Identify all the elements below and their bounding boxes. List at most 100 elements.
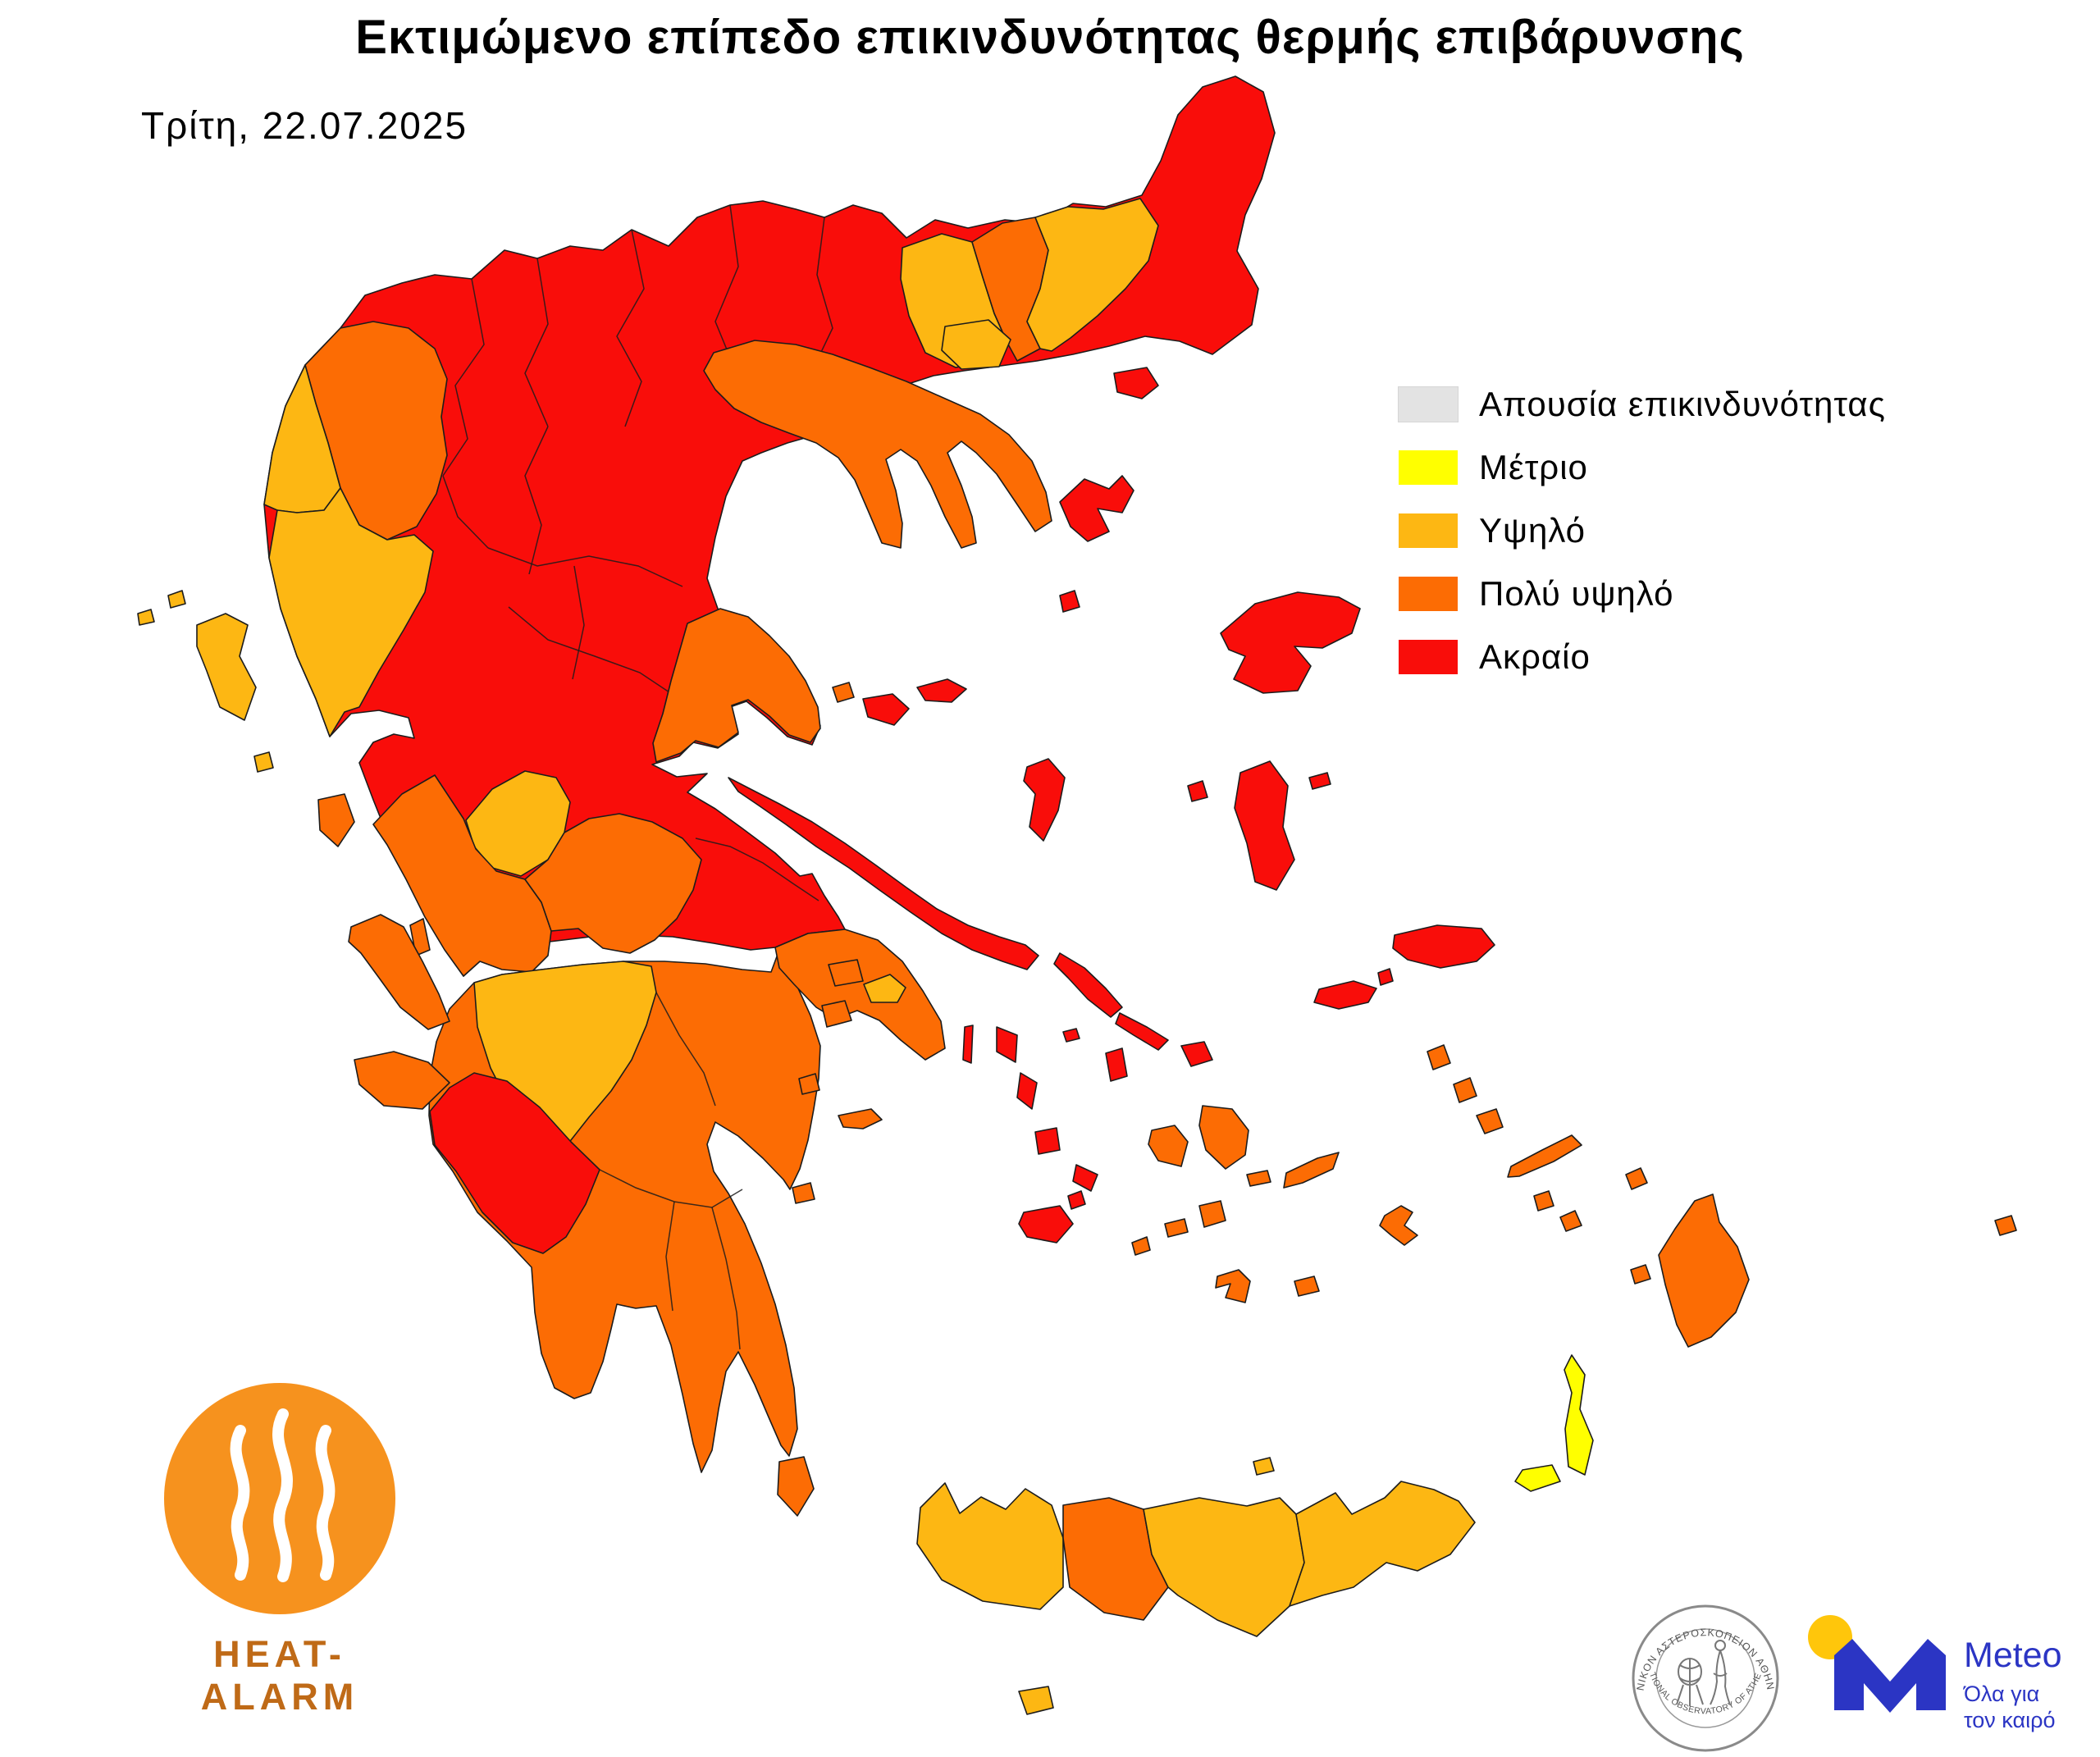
region-small-cyclades	[1246, 1170, 1271, 1187]
meteo-m-icon	[1834, 1639, 1946, 1713]
region-sifnos	[1072, 1164, 1098, 1192]
region-limnos	[1059, 475, 1134, 542]
legend-item-high: Υψηλό	[1399, 511, 1886, 550]
region-paxoi	[253, 751, 274, 773]
meteo-tagline-line2: τον καιρό	[1964, 1708, 2055, 1732]
legend-swatch-none	[1398, 386, 1459, 422]
region-symi	[1625, 1167, 1648, 1190]
legend-label-moderate: Μέτριο	[1479, 448, 1588, 486]
meteo-dot-icon	[1808, 1615, 1852, 1659]
legend: Απουσία επικινδυνότητας Μέτριο Υψηλό Πολύ υ…	[1398, 385, 1886, 703]
region-skopelos	[862, 693, 910, 726]
heat-wave-icon	[272, 1408, 293, 1582]
region-corfu-islet-b	[137, 609, 155, 626]
forecast-date: Τρίτη, 22.07.2025	[141, 104, 468, 147]
region-crete-lasithi	[1289, 1481, 1476, 1607]
region-samothrace	[1113, 367, 1159, 399]
region-psara	[1187, 780, 1208, 802]
region-rhodope	[1026, 198, 1159, 352]
region-zakynthos	[354, 1051, 450, 1110]
region-dia	[1253, 1457, 1275, 1476]
region-tilos	[1559, 1210, 1582, 1232]
region-chios	[1234, 760, 1295, 891]
region-anafi	[1294, 1276, 1320, 1297]
region-kimolos	[1067, 1190, 1086, 1210]
legend-item-very_high: Πολύ υψηλό	[1399, 574, 1886, 613]
region-paros	[1148, 1125, 1189, 1167]
region-folegandros	[1131, 1236, 1151, 1256]
region-mykonos	[1180, 1041, 1213, 1067]
region-spetses	[792, 1182, 815, 1204]
legend-swatch-extreme	[1399, 640, 1458, 674]
region-ilia	[429, 1072, 600, 1254]
region-leros	[1453, 1077, 1477, 1103]
region-milos	[1018, 1205, 1074, 1244]
region-corfu	[196, 613, 257, 721]
heat-wave-icon	[230, 1425, 250, 1581]
noa-seal: ΕΘΝΙΚΟΝ ΑΣΤΕΡΟΣΚΟΠΕΙΟΝ ΑΘΗΝΩΝ NATIONAL O…	[1608, 1583, 1779, 1752]
legend-label-high: Υψηλό	[1479, 511, 1586, 550]
region-patmos	[1427, 1044, 1451, 1070]
meteo-tagline-line1: Όλα για	[1963, 1682, 2039, 1706]
region-oinousses	[1308, 772, 1331, 790]
region-andros	[1053, 952, 1123, 1018]
region-kea	[996, 1026, 1018, 1063]
region-agios-efstratios	[1059, 590, 1080, 613]
legend-item-moderate: Μέτριο	[1399, 448, 1886, 486]
region-rhodes	[1658, 1193, 1750, 1348]
region-fourni	[1377, 968, 1394, 986]
region-chalki	[1630, 1264, 1651, 1285]
region-kythira	[777, 1456, 815, 1517]
region-aegina	[821, 1000, 852, 1028]
region-tinos	[1115, 1012, 1169, 1051]
region-corfu-islet-a	[167, 590, 186, 609]
heat-alarm-wordmark: HEAT-ALARM	[200, 1633, 359, 1718]
legend-label-extreme: Ακραίο	[1479, 637, 1591, 676]
region-hydra	[838, 1108, 883, 1130]
region-skyros	[1023, 758, 1066, 842]
region-lesvos	[1220, 591, 1361, 694]
region-gyaros	[1062, 1028, 1080, 1043]
legend-label-none: Απουσία επικινδυνότητας	[1479, 385, 1886, 423]
region-kythnos	[1016, 1072, 1038, 1110]
heat-alarm-logo: HEAT-ALARM	[161, 1380, 399, 1718]
region-kastellorizo	[1994, 1215, 2017, 1236]
heat-wave-icon	[315, 1425, 336, 1581]
region-chalkidiki	[703, 340, 1052, 549]
region-sikinos	[1164, 1218, 1189, 1238]
region-alonissos	[916, 678, 967, 703]
region-evia	[728, 777, 1039, 970]
legend-swatch-high	[1399, 513, 1458, 548]
meteo-wordmark: Meteo	[1964, 1636, 2062, 1675]
region-nisyros	[1533, 1190, 1554, 1212]
legend-swatch-very_high	[1399, 577, 1458, 611]
region-makronisos	[962, 1025, 974, 1064]
region-gavdos	[1018, 1686, 1054, 1715]
region-syros	[1105, 1047, 1128, 1082]
meteo-logo: Meteo Όλα για τον καιρό	[1808, 1615, 2062, 1732]
region-salamina	[828, 959, 864, 987]
noa-seal-figure	[1676, 1640, 1731, 1706]
region-poros	[798, 1073, 820, 1095]
footer-logos: ΕΘΝΙΚΟΝ ΑΣΤΕΡΟΣΚΟΠΕΙΟΝ ΑΘΗΝΩΝ NATIONAL O…	[1608, 1583, 2062, 1752]
region-attica	[774, 929, 946, 1061]
region-etoloakarnania	[372, 774, 552, 977]
region-karpathos	[1564, 1354, 1594, 1476]
region-ios	[1198, 1200, 1226, 1228]
region-santorini	[1215, 1269, 1251, 1303]
legend-swatch-moderate	[1399, 450, 1458, 485]
region-naxos	[1198, 1105, 1249, 1170]
region-lefkada	[317, 793, 355, 847]
region-fokida	[524, 813, 702, 954]
heat-alarm-icon	[164, 1383, 395, 1614]
region-skiathos	[832, 682, 855, 703]
region-amorgos	[1283, 1152, 1340, 1189]
region-astypalaia	[1379, 1205, 1418, 1246]
region-kos	[1507, 1134, 1582, 1178]
region-kalymnos	[1476, 1108, 1504, 1134]
region-athens-basin	[863, 974, 906, 1003]
region-kasos	[1514, 1464, 1561, 1492]
legend-label-very_high: Πολύ υψηλό	[1479, 574, 1674, 613]
